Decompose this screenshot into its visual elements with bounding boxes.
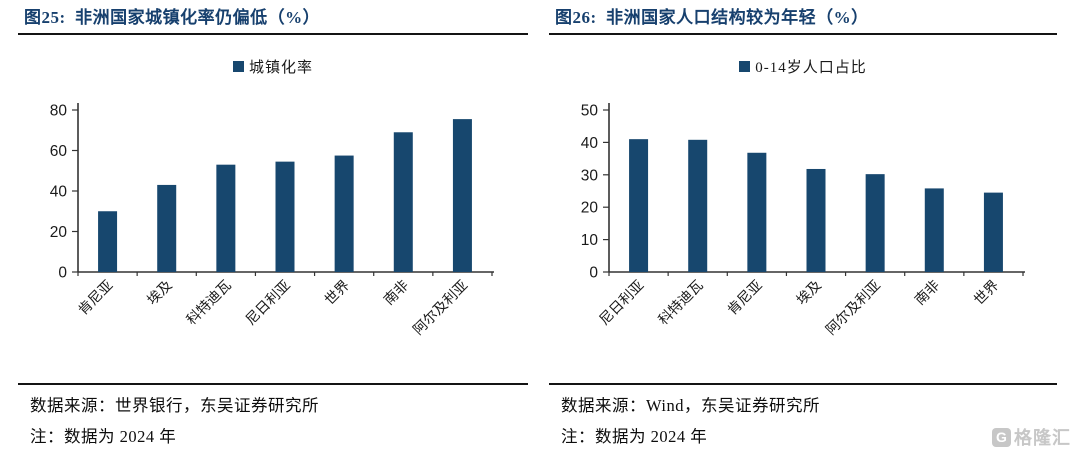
svg-text:30: 30 xyxy=(581,167,599,184)
svg-text:肯尼亚: 肯尼亚 xyxy=(75,278,116,319)
bar-世界 xyxy=(983,192,1003,272)
y-tick-labels: 0 20 40 60 80 xyxy=(50,103,68,282)
data-note-text: 注：数据为 2024 年 xyxy=(30,427,177,446)
svg-text:20: 20 xyxy=(581,200,599,217)
data-source-text: 数据来源：Wind，东吴证券研究所 xyxy=(561,396,820,415)
data-note-text: 注：数据为 2024 年 xyxy=(561,427,708,446)
legend-label: 0-14岁人口占比 xyxy=(755,60,867,76)
bar-尼日利亚 xyxy=(629,139,649,272)
svg-text:世界: 世界 xyxy=(322,278,353,309)
bars xyxy=(98,119,472,272)
bar-南非 xyxy=(924,188,944,272)
bar-肯尼亚 xyxy=(747,152,767,272)
y-tick-marks xyxy=(603,109,609,273)
figure-title: 图25: 非洲国家城镇化率仍偏低（%） xyxy=(24,8,321,27)
x-category-labels: 尼日利亚 科特迪瓦 肯尼亚 埃及 阿尔及利亚 南非 世界 xyxy=(596,278,1002,339)
title-underline xyxy=(18,33,528,35)
svg-text:埃及: 埃及 xyxy=(794,278,825,309)
figure-title: 图26: 非洲国家人口结构较为年轻（%） xyxy=(555,8,869,27)
svg-text:0: 0 xyxy=(589,265,598,282)
svg-text:40: 40 xyxy=(581,135,599,152)
bar-埃及 xyxy=(806,168,826,272)
bar-世界 xyxy=(334,155,354,272)
y-tick-marks xyxy=(72,109,78,273)
figure-25-urbanization-chart: 图25: 非洲国家城镇化率仍偏低（%） 城镇化率 0 20 40 60 80 肯尼亚 埃及科… xyxy=(18,0,528,455)
bar-南非 xyxy=(393,132,413,272)
legend-label: 城镇化率 xyxy=(248,60,313,76)
chart-legend: 城镇化率 xyxy=(18,56,528,77)
svg-text:60: 60 xyxy=(50,143,68,160)
svg-text:南非: 南非 xyxy=(912,278,943,309)
gelonghui-watermark-label: 格隆汇 xyxy=(1014,428,1071,448)
bar-科特迪瓦 xyxy=(688,139,708,272)
bar-chart: 0 20 40 60 80 肯尼亚 埃及 科特迪瓦 尼日利亚 世界 南非 阿尔及利亚 xyxy=(50,103,494,339)
legend-swatch xyxy=(232,61,244,72)
bar-科特迪瓦 xyxy=(216,164,236,272)
svg-text:80: 80 xyxy=(50,103,68,120)
svg-text:南非: 南非 xyxy=(381,278,412,309)
svg-text:阿尔及利亚: 阿尔及利亚 xyxy=(823,278,884,339)
legend-swatch xyxy=(739,61,751,72)
svg-text:阿尔及利亚: 阿尔及利亚 xyxy=(410,278,471,339)
y-tick-labels: 0 10 20 30 40 50 xyxy=(581,103,599,282)
gelonghui-watermark: G 格隆汇 xyxy=(992,424,1071,450)
bars xyxy=(629,139,1003,272)
figure-footer: 数据来源：Wind，东吴证券研究所 注：数据为 2024 年 xyxy=(549,383,1057,447)
x-axis xyxy=(608,271,1025,276)
svg-text:科特迪瓦: 科特迪瓦 xyxy=(184,278,235,329)
svg-text:科特迪瓦: 科特迪瓦 xyxy=(656,278,707,329)
svg-text:埃及: 埃及 xyxy=(144,278,175,309)
bar-阿尔及利亚 xyxy=(452,119,472,272)
bar-尼日利亚 xyxy=(275,161,295,272)
svg-text:0: 0 xyxy=(58,265,67,282)
svg-text:肯尼亚: 肯尼亚 xyxy=(725,278,766,319)
gelonghui-logo-icon: G xyxy=(992,427,1011,447)
title-underline xyxy=(549,33,1057,35)
bar-肯尼亚 xyxy=(98,211,118,272)
svg-text:世界: 世界 xyxy=(971,278,1002,309)
x-category-labels: 肯尼亚 埃及 科特迪瓦 尼日利亚 世界 南非 阿尔及利亚 xyxy=(75,278,471,339)
bar-阿尔及利亚 xyxy=(865,174,885,272)
figure-footer: 数据来源：世界银行，东吴证券研究所 注：数据为 2024 年 xyxy=(18,383,528,447)
x-axis xyxy=(77,271,494,276)
bar-chart: 0 10 20 30 40 50 尼日利亚 科特迪瓦 肯尼亚 埃及 阿尔及利亚 南非 世界 xyxy=(581,103,1025,339)
chart-legend: 0-14岁人口占比 xyxy=(549,56,1057,77)
data-source-text: 数据来源：世界银行，东吴证券研究所 xyxy=(30,396,319,415)
svg-text:40: 40 xyxy=(50,184,68,201)
bar-埃及 xyxy=(157,184,177,272)
svg-text:50: 50 xyxy=(581,103,599,120)
svg-text:尼日利亚: 尼日利亚 xyxy=(243,278,294,329)
svg-text:20: 20 xyxy=(50,224,68,241)
figure-26-population-chart: 图26: 非洲国家人口结构较为年轻（%） 0-14岁人口占比 0 10 20 30 40… xyxy=(549,0,1057,455)
svg-text:10: 10 xyxy=(581,232,599,249)
svg-text:尼日利亚: 尼日利亚 xyxy=(596,278,647,329)
